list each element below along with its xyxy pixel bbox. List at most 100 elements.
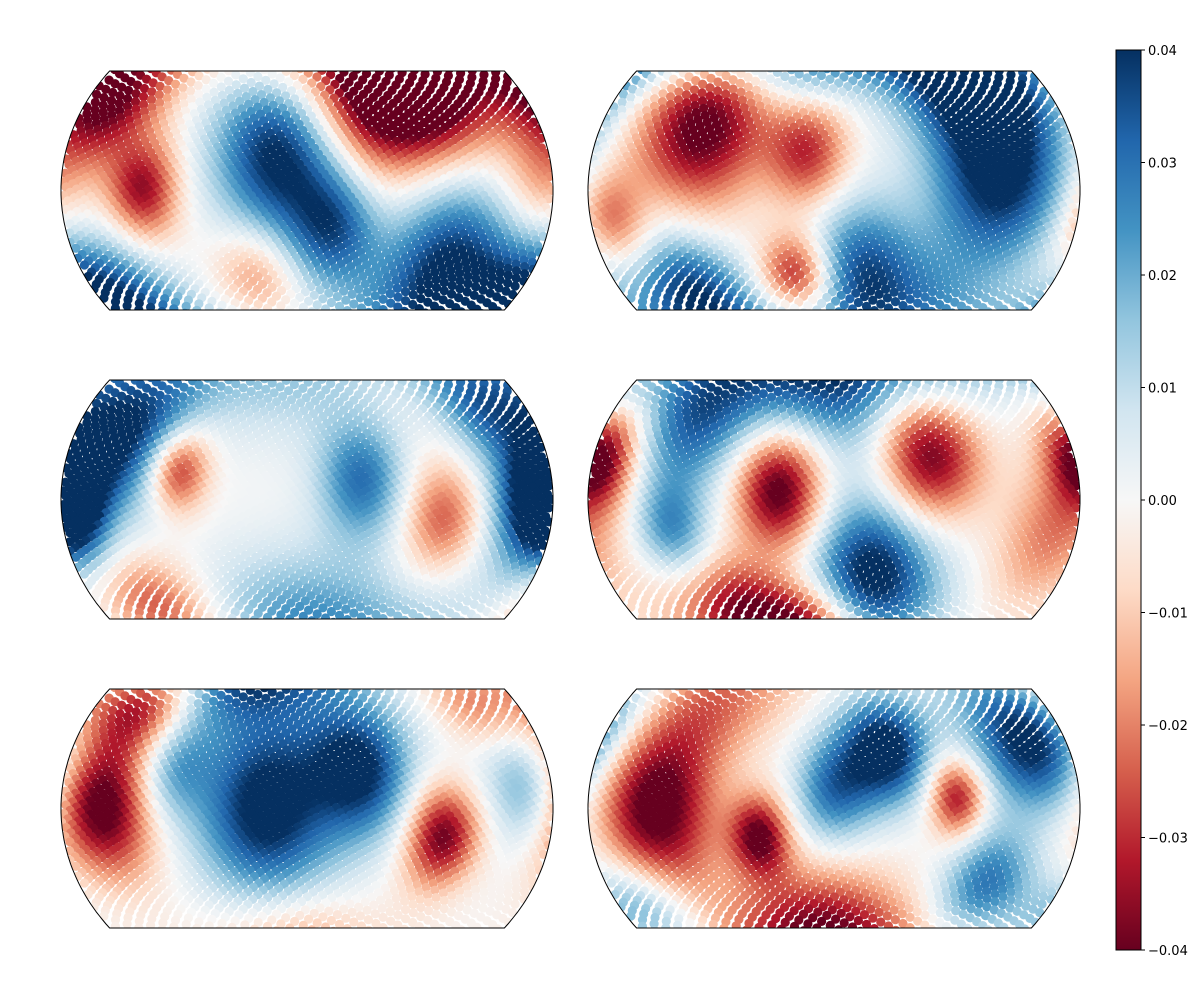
data-point bbox=[114, 407, 124, 417]
data-point bbox=[115, 400, 125, 410]
data-point bbox=[1054, 257, 1065, 268]
data-point bbox=[957, 267, 967, 277]
data-point bbox=[847, 304, 858, 310]
data-point bbox=[298, 383, 308, 393]
data-point bbox=[649, 101, 660, 111]
data-point bbox=[960, 60, 969, 69]
data-point bbox=[378, 294, 388, 304]
data-point bbox=[617, 105, 627, 115]
data-point bbox=[990, 271, 1000, 281]
data-point bbox=[682, 81, 692, 91]
data-point bbox=[342, 273, 352, 283]
data-point bbox=[479, 269, 489, 279]
data-point bbox=[295, 292, 305, 302]
data-point bbox=[729, 92, 739, 102]
data-point bbox=[965, 270, 976, 280]
data-point bbox=[508, 290, 518, 300]
data-point bbox=[842, 285, 852, 295]
data-point bbox=[326, 71, 336, 80]
data-point bbox=[416, 293, 426, 304]
data-point bbox=[278, 82, 288, 92]
data-point bbox=[988, 312, 997, 321]
data-point bbox=[132, 80, 143, 90]
data-point bbox=[502, 256, 512, 267]
data-point bbox=[106, 405, 117, 415]
data-point bbox=[421, 264, 431, 275]
data-point bbox=[803, 301, 813, 310]
data-point bbox=[462, 287, 472, 297]
data-point bbox=[898, 262, 908, 273]
data-point bbox=[389, 268, 399, 278]
data-point bbox=[99, 402, 109, 412]
data-point bbox=[437, 263, 447, 273]
data-point bbox=[178, 91, 188, 101]
data-point bbox=[1014, 265, 1024, 275]
data-point bbox=[155, 98, 165, 108]
data-point bbox=[682, 105, 693, 115]
data-point bbox=[155, 390, 165, 400]
data-point bbox=[350, 311, 359, 320]
data-point bbox=[224, 394, 234, 404]
data-point bbox=[767, 302, 777, 310]
data-point bbox=[472, 304, 482, 310]
data-point bbox=[117, 82, 127, 92]
data-point bbox=[273, 71, 283, 72]
data-point bbox=[90, 414, 100, 424]
data-point bbox=[751, 85, 762, 95]
data-point bbox=[312, 300, 322, 310]
data-point bbox=[897, 291, 907, 301]
data-point bbox=[223, 76, 234, 86]
data-point bbox=[764, 309, 774, 310]
data-point bbox=[172, 412, 182, 422]
data-point bbox=[245, 380, 255, 386]
data-point bbox=[178, 83, 188, 93]
data-point bbox=[108, 87, 118, 98]
data-point bbox=[935, 281, 945, 291]
data-point bbox=[115, 91, 125, 101]
data-point bbox=[261, 75, 271, 85]
data-point bbox=[354, 284, 364, 294]
data-point bbox=[225, 312, 234, 321]
data-point bbox=[762, 96, 772, 106]
data-point bbox=[163, 410, 173, 420]
data-point bbox=[386, 298, 396, 308]
data-point bbox=[830, 71, 840, 78]
data-point bbox=[666, 92, 676, 102]
data-point bbox=[385, 309, 395, 310]
data-point bbox=[267, 71, 277, 79]
data-point bbox=[253, 71, 263, 82]
data-point bbox=[658, 89, 668, 99]
data-point bbox=[822, 292, 832, 302]
data-point bbox=[352, 380, 362, 383]
data-point bbox=[1018, 71, 1028, 77]
data-point bbox=[478, 262, 488, 272]
data-point bbox=[216, 82, 226, 92]
data-point bbox=[408, 290, 418, 300]
data-point bbox=[682, 98, 692, 108]
data-point bbox=[320, 304, 331, 310]
data-point bbox=[463, 271, 473, 281]
data-point bbox=[82, 109, 92, 119]
data-point bbox=[228, 101, 238, 111]
data-point bbox=[659, 80, 670, 90]
data-point bbox=[511, 266, 522, 276]
data-point bbox=[399, 61, 408, 70]
data-point bbox=[433, 369, 442, 378]
data-point bbox=[753, 93, 763, 103]
data-point bbox=[122, 307, 133, 310]
data-point bbox=[1029, 256, 1039, 267]
map-outline bbox=[60, 70, 554, 311]
data-point bbox=[303, 380, 313, 387]
data-point bbox=[212, 412, 222, 422]
data-point bbox=[169, 304, 179, 310]
data-point bbox=[1022, 268, 1032, 278]
data-point bbox=[431, 291, 441, 301]
data-point bbox=[441, 310, 450, 319]
data-point bbox=[290, 298, 300, 308]
data-point bbox=[896, 282, 906, 292]
data-point bbox=[941, 304, 951, 310]
data-point bbox=[786, 71, 797, 75]
data-point bbox=[108, 396, 118, 407]
data-point bbox=[362, 287, 372, 297]
data-point bbox=[1005, 285, 1015, 295]
